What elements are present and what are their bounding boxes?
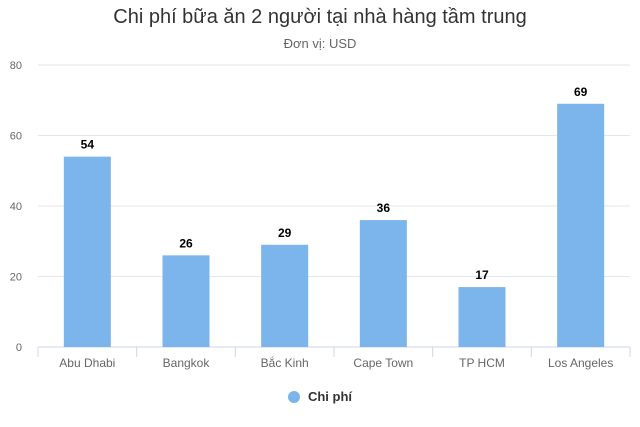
data-label: 69 bbox=[574, 85, 588, 99]
bar bbox=[458, 287, 506, 347]
x-tick-label: Bangkok bbox=[163, 356, 211, 370]
x-tick-label: Los Angeles bbox=[548, 356, 613, 370]
bar bbox=[162, 255, 210, 347]
bar bbox=[359, 220, 407, 347]
chart-legend[interactable]: Chi phí bbox=[0, 389, 640, 404]
data-label: 29 bbox=[278, 226, 292, 240]
bar bbox=[261, 244, 309, 347]
bar bbox=[557, 103, 605, 348]
y-tick-label: 80 bbox=[10, 60, 22, 72]
y-tick-label: 20 bbox=[10, 272, 22, 284]
y-tick-label: 60 bbox=[10, 131, 22, 143]
x-tick-label: Cape Town bbox=[353, 356, 413, 370]
data-label: 54 bbox=[81, 138, 95, 152]
chart-title: Chi phí bữa ăn 2 người tại nhà hàng tầm … bbox=[113, 6, 527, 28]
y-tick-label: 40 bbox=[10, 201, 22, 213]
legend-label: Chi phí bbox=[307, 389, 353, 404]
bar bbox=[63, 156, 111, 347]
legend-marker-icon bbox=[287, 390, 300, 403]
chart-subtitle: Đơn vị: USD bbox=[283, 36, 357, 51]
x-tick-label: Bắc Kinh bbox=[261, 355, 309, 370]
data-label: 36 bbox=[377, 201, 391, 215]
y-tick-label: 0 bbox=[16, 342, 22, 354]
data-label: 17 bbox=[475, 268, 489, 282]
x-tick-label: Abu Dhabi bbox=[59, 356, 115, 370]
data-label: 26 bbox=[179, 236, 193, 250]
x-tick-label: TP HCM bbox=[459, 356, 505, 370]
